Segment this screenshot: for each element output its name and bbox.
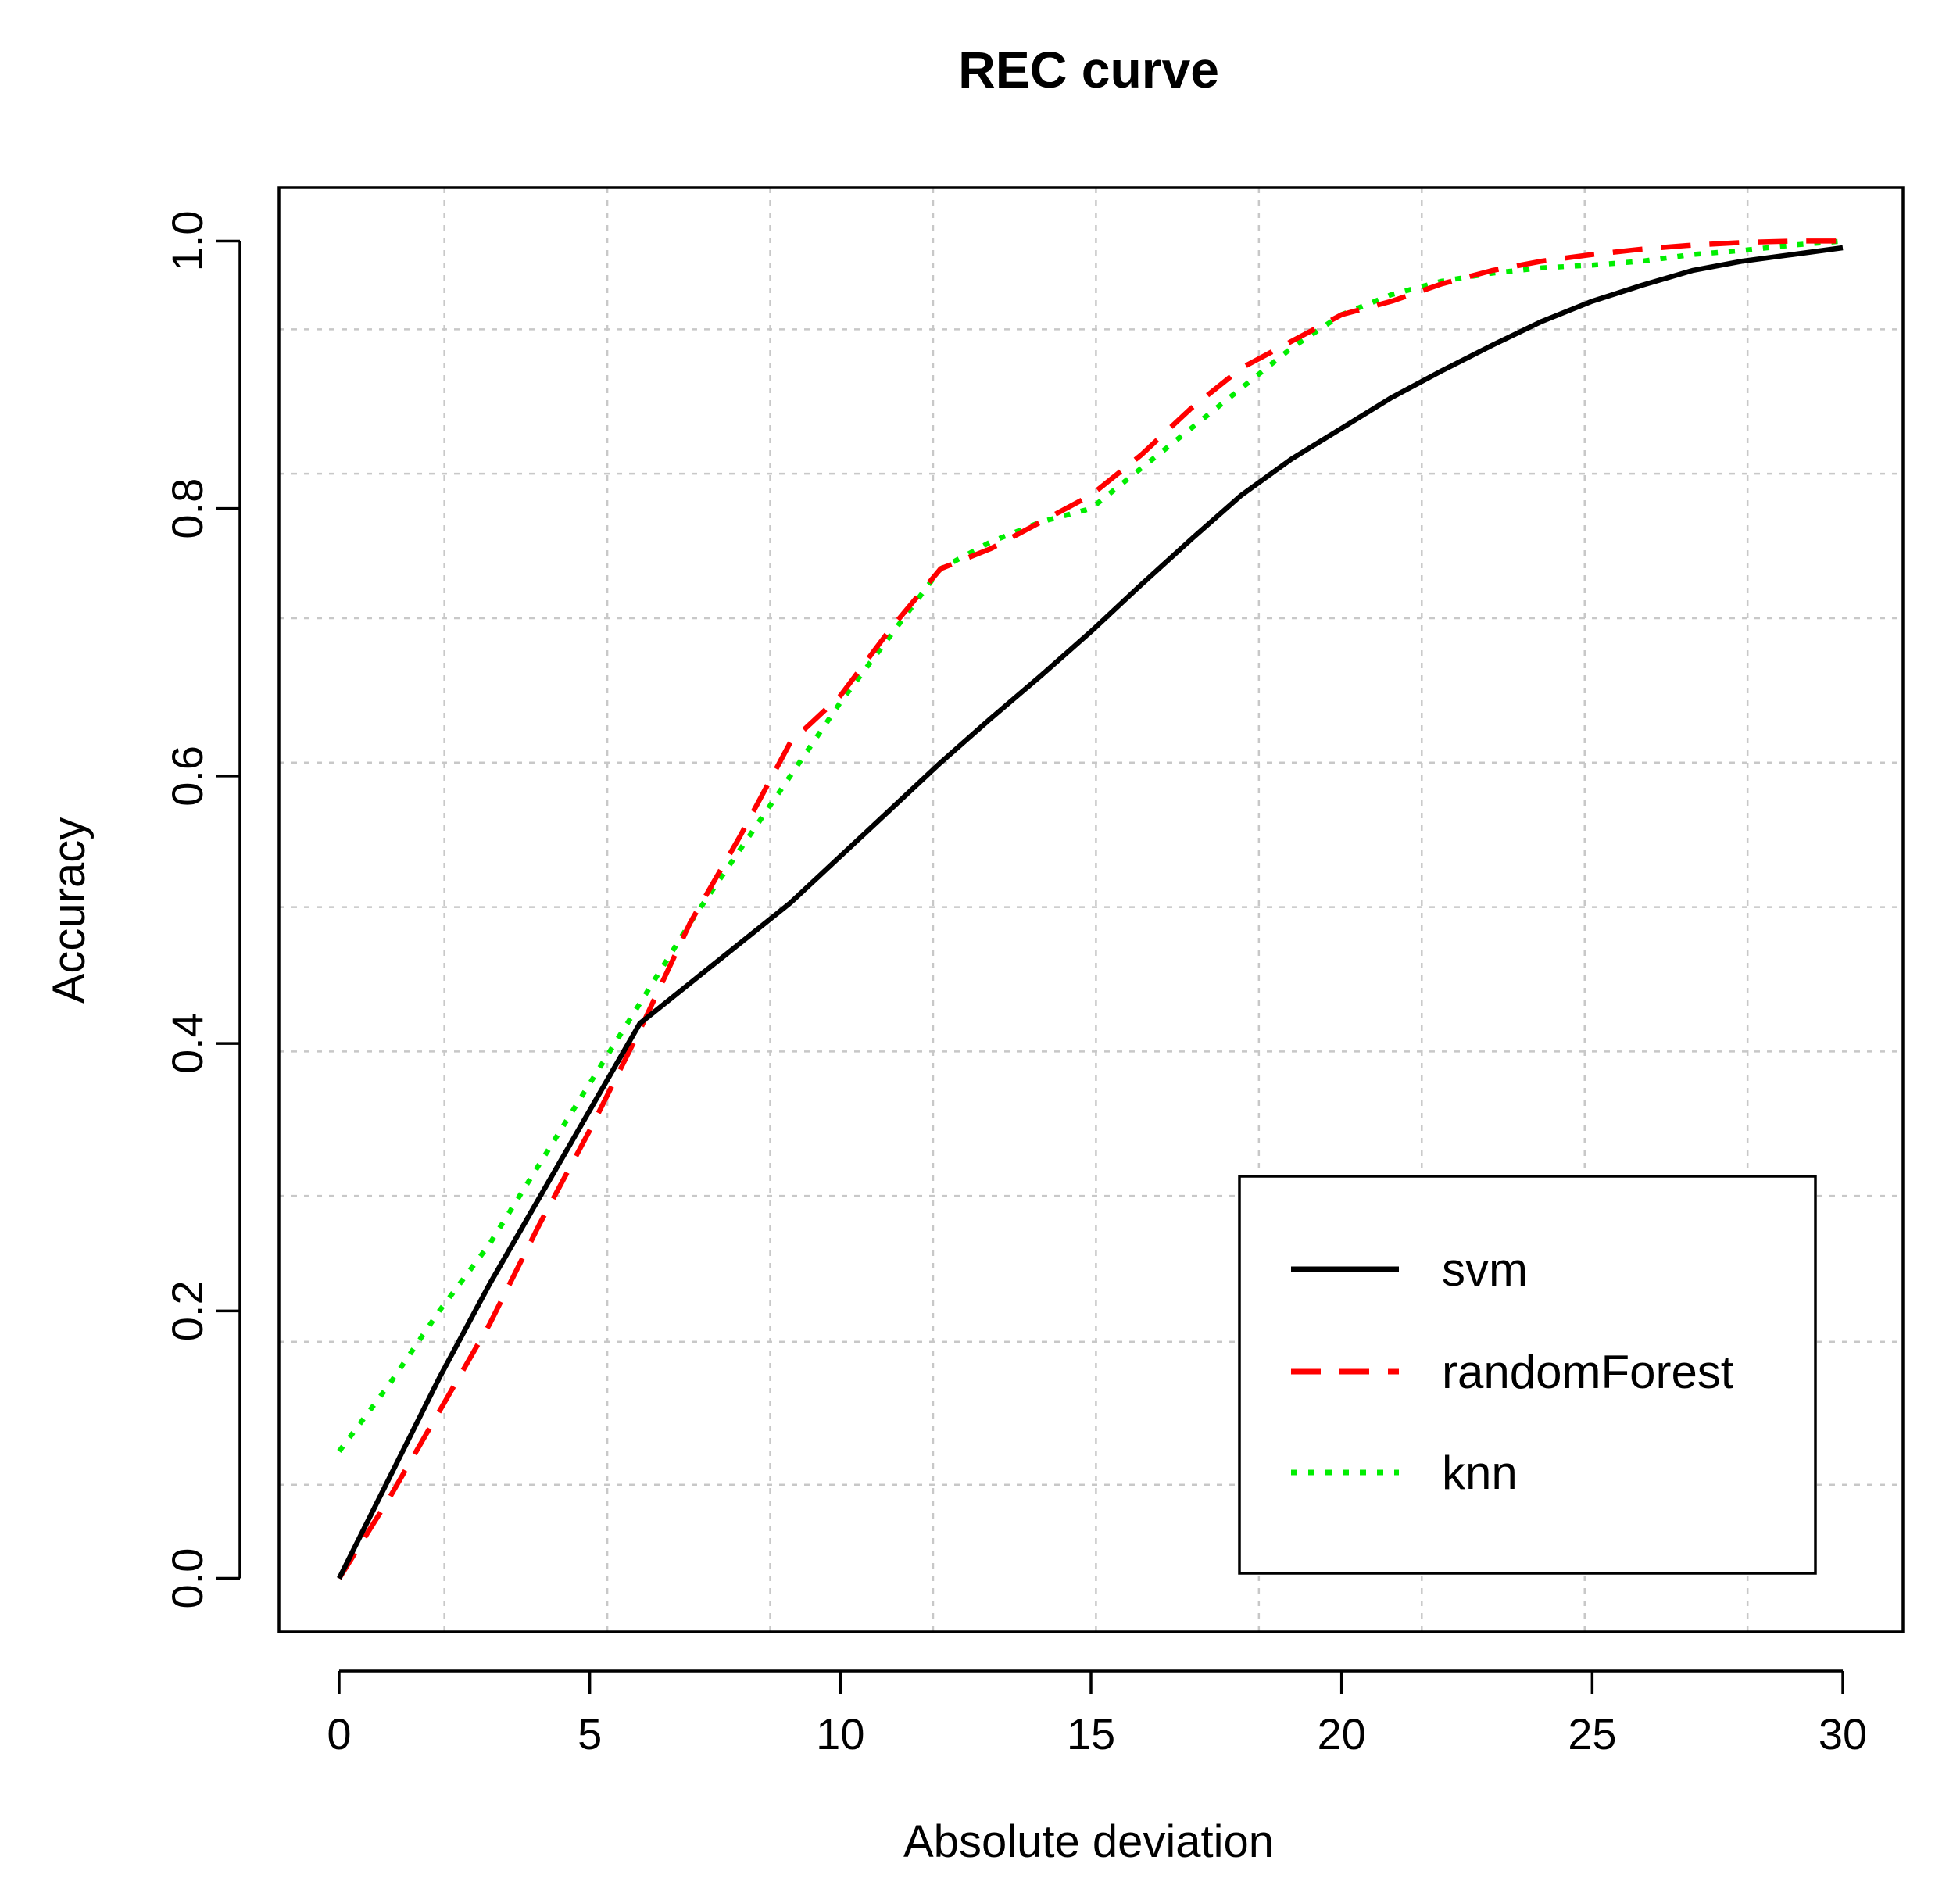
plot-border <box>277 186 1905 1633</box>
x-tick-label-30: 30 <box>1819 1709 1867 1758</box>
x-tick-label-0: 0 <box>327 1709 351 1758</box>
legend-box <box>1238 1175 1817 1575</box>
x-axis-label: Absolute deviation <box>903 1816 1274 1867</box>
x-tick-label-5: 5 <box>578 1709 602 1758</box>
y-tick-label-0.4: 0.4 <box>163 1013 212 1074</box>
legend-label-knn: knn <box>1442 1447 1518 1499</box>
series-line-randomforest <box>337 238 1843 1580</box>
y-tick-label-0.0: 0.0 <box>163 1548 212 1609</box>
chart-title: REC curve <box>958 41 1219 98</box>
y-axis: 0.0 0.2 0.4 0.6 0.8 1.0 <box>163 211 241 1609</box>
x-tick-label-10: 10 <box>816 1709 864 1758</box>
legend-label-svm: svm <box>1442 1243 1528 1296</box>
y-axis-label: Accuracy <box>44 817 95 1004</box>
y-tick-label-0.2: 0.2 <box>163 1280 212 1341</box>
y-tick-label-0.6: 0.6 <box>163 746 212 807</box>
y-tick-label-0.8: 0.8 <box>163 478 212 539</box>
legend-label-randomforest: randomForest <box>1442 1346 1734 1398</box>
series-line-knn <box>337 238 1844 1453</box>
x-tick-label-25: 25 <box>1568 1709 1616 1758</box>
series-line-svm <box>337 245 1844 1580</box>
legend: svm randomForest knn <box>1238 1175 1817 1575</box>
series-layer <box>337 238 1844 1580</box>
x-axis: 0 5 10 15 20 25 30 <box>327 1669 1867 1758</box>
y-tick-label-1.0: 1.0 <box>163 211 212 272</box>
x-tick-label-15: 15 <box>1067 1709 1115 1758</box>
x-tick-label-20: 20 <box>1318 1709 1366 1758</box>
